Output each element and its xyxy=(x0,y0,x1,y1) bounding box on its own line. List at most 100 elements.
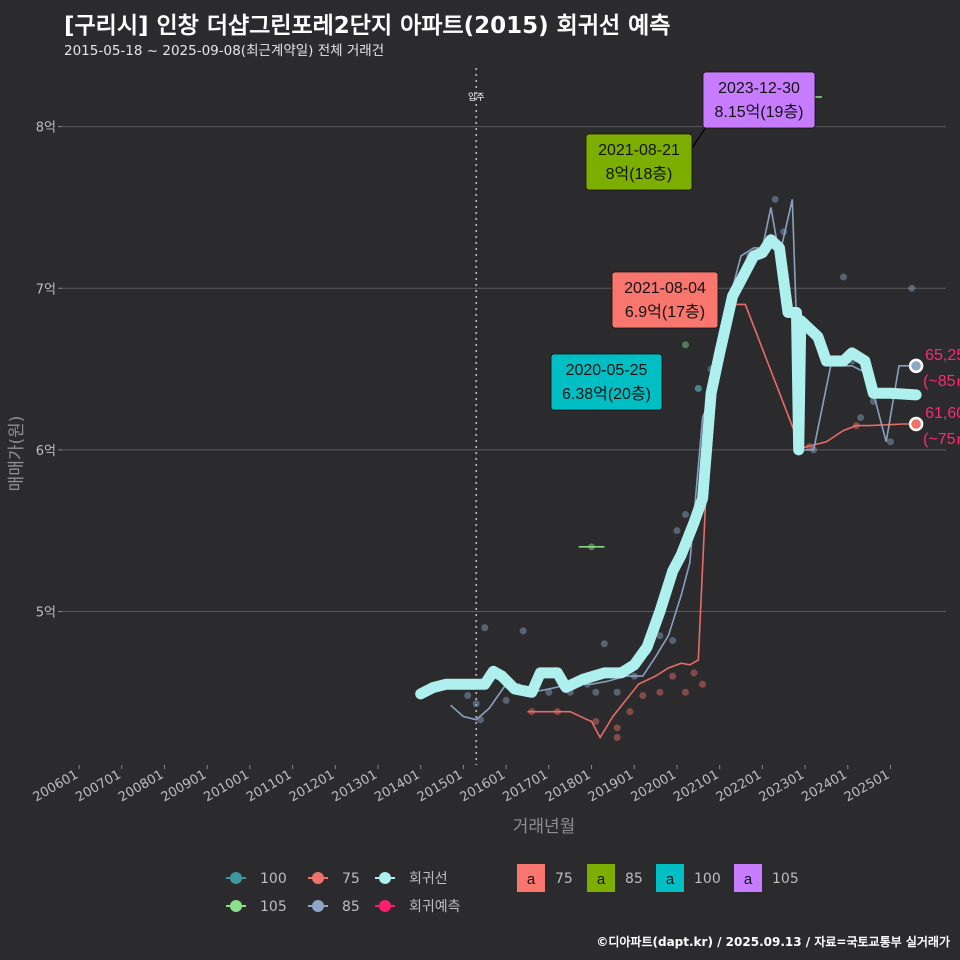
data-point-85 xyxy=(673,527,681,535)
annotation-75: 2021-08-04 6.9억(17층) xyxy=(611,271,719,329)
annotations: 2021-08-04 6.9억(17층) 2021-08-21 8억(18층) 2020… xyxy=(550,71,822,411)
end-value: 61,600 xyxy=(925,405,960,422)
data-point-85 xyxy=(840,273,848,281)
legend-box-75: a 75 xyxy=(517,864,573,892)
regression-path xyxy=(415,234,922,700)
axes: 5억6억7억8억20060120070120080120090120100120… xyxy=(7,121,892,837)
annotation-date: 2021-08-21 xyxy=(598,142,680,159)
x-tick-label: 200601 xyxy=(31,767,81,805)
annotation-price: 8억(18층) xyxy=(606,165,673,183)
data-point-75 xyxy=(699,680,707,688)
legend-box-swatch xyxy=(656,864,684,892)
legend-label: 105 xyxy=(260,899,287,915)
legend-key-dot xyxy=(230,900,242,912)
data-point-85 xyxy=(669,637,677,645)
data-point-75 xyxy=(626,708,634,716)
data-point-85 xyxy=(886,438,894,446)
legend-box-swatch xyxy=(587,864,615,892)
x-tick-label: 201201 xyxy=(287,767,337,805)
legend-item-75: 75 xyxy=(308,871,360,887)
data-point-85 xyxy=(681,511,689,519)
annotation-box xyxy=(550,353,663,411)
y-axis-title: 매매가(원) xyxy=(7,416,27,492)
annotation-price: 6.38억(20층) xyxy=(562,385,651,403)
data-point-100 xyxy=(694,384,702,392)
data-point-85 xyxy=(857,414,865,422)
legend-box-glyph: a xyxy=(744,871,753,888)
x-tick-label: 201001 xyxy=(201,767,251,805)
end-area: (~75㎡) xyxy=(923,430,960,448)
data-point-85 xyxy=(545,688,553,696)
regression-line xyxy=(415,234,922,700)
x-tick-label: 201401 xyxy=(372,767,422,805)
x-tick-label: 200701 xyxy=(73,767,123,805)
data-point-85 xyxy=(869,397,877,405)
legend-box-label: 85 xyxy=(625,871,643,887)
end-point xyxy=(908,416,924,432)
data-point-105 xyxy=(588,543,596,551)
x-tick-label: 201901 xyxy=(586,767,636,805)
annotation-100: 2020-05-25 6.38억(20층) xyxy=(550,353,663,411)
x-tick-label: 202301 xyxy=(757,767,807,805)
data-point-75 xyxy=(639,692,647,700)
x-tick-label: 202201 xyxy=(714,767,764,805)
data-point-85 xyxy=(502,696,510,704)
data-point-85 xyxy=(630,672,638,680)
x-tick-label: 202401 xyxy=(799,767,849,805)
x-tick-label: 202101 xyxy=(671,767,721,805)
data-point-75 xyxy=(681,688,689,696)
annotation-date: 2020-05-25 xyxy=(566,362,648,379)
x-tick-label: 200901 xyxy=(159,767,209,805)
legend-item-105: 105 xyxy=(226,899,287,915)
data-point-85 xyxy=(519,627,527,635)
data-point-105 xyxy=(681,341,689,349)
annotation-box xyxy=(585,133,693,191)
x-tick-label: 202001 xyxy=(628,767,678,805)
data-point-85 xyxy=(771,195,779,203)
legend-label: 회귀선 xyxy=(409,871,448,887)
data-point-85 xyxy=(656,632,664,640)
y-tick-label: 7억 xyxy=(36,282,56,297)
legend-box-swatch xyxy=(517,864,545,892)
legend-box-label: 100 xyxy=(694,871,721,887)
annotation-date: 2023-12-30 xyxy=(718,80,800,97)
data-point-75 xyxy=(805,443,813,451)
data-point-100 xyxy=(694,384,702,392)
data-point-85 xyxy=(592,688,600,696)
x-tick-label: 201701 xyxy=(500,767,550,805)
data-point-75 xyxy=(553,708,561,716)
annotation-price: 8.15억(19층) xyxy=(714,103,803,121)
annotation-date: 2021-08-04 xyxy=(624,280,706,297)
data-point-75 xyxy=(656,688,664,696)
data-point-75 xyxy=(690,669,698,677)
legend-box-swatch xyxy=(734,864,762,892)
x-tick-label: 201801 xyxy=(543,767,593,805)
legend-item-회귀예측: 회귀예측 xyxy=(375,899,461,915)
data-point-75 xyxy=(852,422,860,430)
data-point-85 xyxy=(810,446,818,454)
data-point-85 xyxy=(694,384,702,392)
chart-subtitle: 2015-05-18 ~ 2025-09-08(최근계약일) 전체 거래건 xyxy=(64,43,385,59)
annotation-85: 2021-08-21 8억(18층) xyxy=(585,117,713,191)
data-point-75 xyxy=(669,672,677,680)
data-point-85 xyxy=(464,692,472,700)
legend-item-85: 85 xyxy=(308,899,360,915)
legend-box-glyph: a xyxy=(527,871,536,888)
legend-key-dot xyxy=(230,872,242,884)
chart-title: [구리시] 인창 더샵그린포레2단지 아파트(2015) 회귀선 예측 xyxy=(64,13,671,39)
legend-item-100: 100 xyxy=(226,871,287,887)
annotation-105: 2023-12-30 8.15억(19층) xyxy=(702,71,822,129)
data-point-85 xyxy=(613,688,621,696)
footer-credit: ©디아파트(dapt.kr) / 2025.09.13 / 자료=국토교통부 실… xyxy=(596,935,950,949)
move-in-marker: 입주 xyxy=(468,68,485,765)
legend-label: 회귀예측 xyxy=(409,899,461,915)
legend-box-85: a 85 xyxy=(587,864,643,892)
legend-label: 85 xyxy=(342,899,360,915)
x-tick-label: 201601 xyxy=(458,767,508,805)
legend-box-label: 75 xyxy=(555,871,573,887)
x-tick-label: 202501 xyxy=(842,767,892,805)
legend-key-dot xyxy=(312,900,324,912)
series-line-75 xyxy=(527,303,917,740)
x-tick-label: 201301 xyxy=(330,767,380,805)
